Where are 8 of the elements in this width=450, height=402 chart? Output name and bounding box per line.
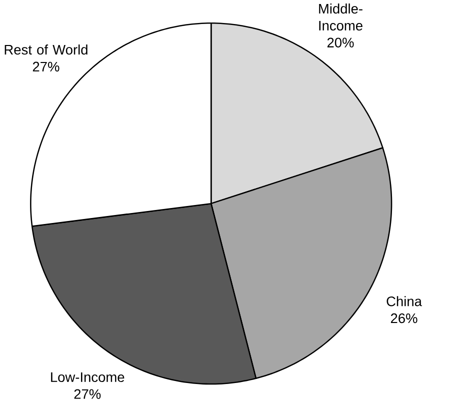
data-label: 27% [32, 62, 60, 72]
data-label: 26% [390, 313, 418, 323]
data-label: 27% [74, 388, 101, 399]
data-label: 20% [327, 38, 354, 48]
slice-label: China [386, 296, 422, 306]
slice-label: Low-Income [51, 372, 124, 382]
slice-label: Rest of World [4, 44, 88, 54]
slice-label: Middle-Income [319, 3, 362, 30]
